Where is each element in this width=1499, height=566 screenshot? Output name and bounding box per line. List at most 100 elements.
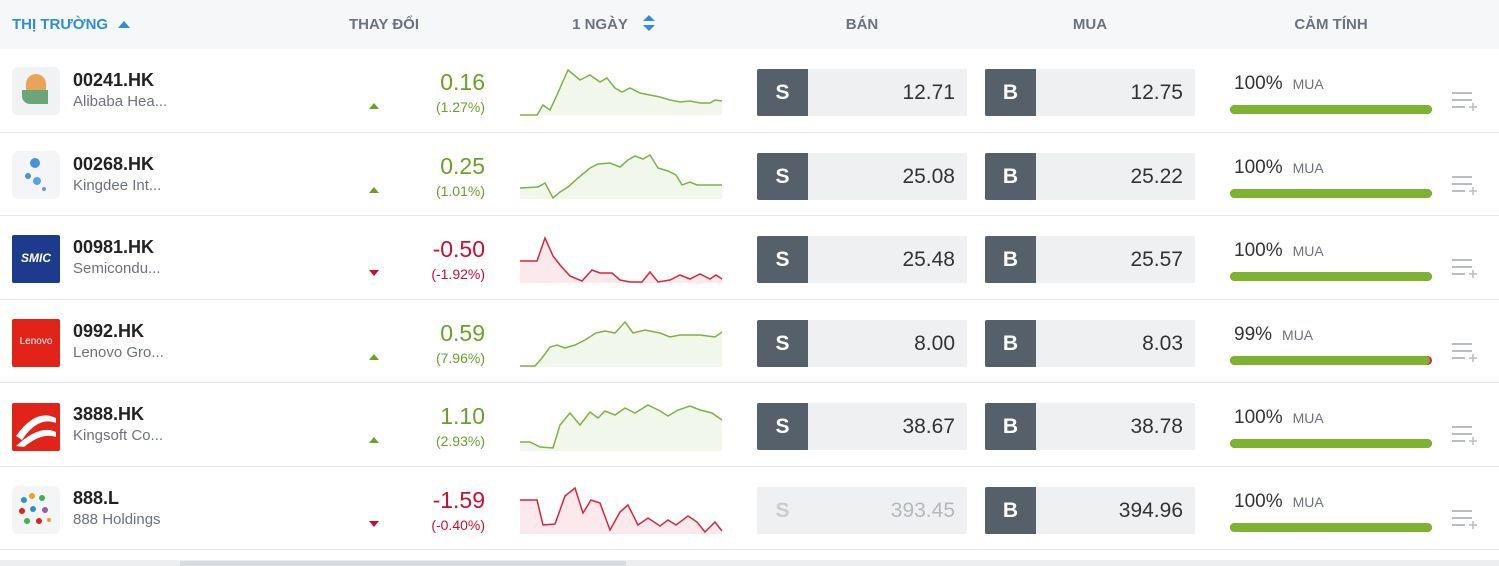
change-value: 0.25 (440, 152, 485, 179)
sentiment-label: MUA (1292, 493, 1324, 510)
sell-button[interactable]: S (757, 152, 808, 200)
menu-icon[interactable] (1452, 425, 1478, 445)
sell-price[interactable]: 25.48 (902, 248, 955, 271)
sentiment-value: 100% (1234, 156, 1283, 178)
buy-button[interactable]: B (985, 236, 1036, 283)
sentiment-label: MUA (1292, 76, 1324, 92)
change-arrow (369, 353, 379, 360)
instrument-name: Kingsoft Co... (73, 427, 164, 444)
menu-icon[interactable] (1452, 342, 1478, 362)
sell-button[interactable]: S (757, 403, 808, 450)
sentiment-value: 100% (1234, 490, 1283, 512)
sell-price: 393.45 (890, 498, 955, 522)
sell-button[interactable]: S (757, 69, 808, 116)
sell-price[interactable]: 8.00 (914, 331, 955, 355)
sentiment-bar (1230, 272, 1432, 281)
row-separator (0, 215, 1499, 216)
change-pct: (-0.40%) (431, 516, 485, 533)
sentiment-bar (1230, 355, 1430, 365)
sentiment-label: MUA (1282, 326, 1314, 343)
menu-glyph[interactable] (1452, 258, 1478, 278)
instrument-name: Semicondu... (73, 260, 161, 277)
symbol[interactable]: 00241.HK (73, 70, 155, 90)
sell-price[interactable]: 12.71 (902, 81, 955, 104)
menu-icon[interactable] (1452, 258, 1478, 278)
buy-price[interactable]: 8.03 (1142, 331, 1183, 355)
logos (12, 67, 60, 534)
buy-button[interactable]: B (985, 486, 1036, 534)
menu-glyph[interactable] (1452, 509, 1478, 529)
symbol[interactable]: 0992.HK (73, 320, 145, 341)
sentiment-label: MUA (1292, 159, 1324, 176)
scrollbar-thumb[interactable] (180, 561, 626, 566)
change-value: -1.59 (432, 486, 485, 513)
buy-price[interactable]: 394.96 (1118, 498, 1183, 522)
sparkline (520, 486, 723, 534)
menu-glyph[interactable] (1452, 342, 1478, 362)
sort-asc-icon[interactable] (118, 21, 130, 28)
buy-price[interactable]: 38.78 (1130, 415, 1183, 438)
sentiment-value: 100% (1234, 73, 1283, 94)
symbol[interactable]: 3888.HK (73, 404, 145, 424)
sentiment-label: MUA (1292, 243, 1324, 259)
change-pct: (1.27%) (435, 99, 485, 115)
buy-header: MUA (1072, 16, 1108, 33)
menu-icon[interactable] (1452, 175, 1478, 195)
buy-price[interactable]: 25.57 (1130, 248, 1183, 271)
buy-button[interactable]: B (985, 69, 1036, 116)
sparkline-area (520, 405, 722, 451)
sparkline (520, 235, 723, 283)
menu-glyph[interactable] (1452, 175, 1478, 195)
menu-glyph[interactable] (1452, 425, 1478, 445)
sparkline-area (520, 322, 722, 367)
symbol[interactable]: 888.L (73, 487, 120, 508)
sparkline-area (520, 70, 722, 115)
change-pct: (2.93%) (435, 433, 485, 449)
change-arrow (369, 437, 379, 443)
sentiment-bar (1230, 188, 1432, 198)
header-bar (0, 0, 1499, 49)
market-header[interactable]: THỊ TRƯỜNG (12, 16, 109, 33)
sell-price[interactable]: 25.08 (902, 164, 955, 188)
sparkline (520, 320, 723, 367)
sell-button[interactable]: S (757, 319, 808, 367)
buy-button[interactable]: B (985, 319, 1036, 367)
sentiment-value: 99% (1234, 323, 1273, 345)
sentiment-header[interactable]: CẢM TÍNH (1294, 16, 1368, 33)
instrument-name: Lenovo Gro... (73, 343, 164, 361)
symbol[interactable]: 00981.HK (73, 237, 155, 257)
change-pct: (7.96%) (435, 349, 485, 366)
change-value: 0.59 (440, 319, 485, 346)
sell-box (757, 486, 967, 534)
buy-price[interactable]: 25.22 (1130, 164, 1183, 188)
change-pct: (-1.92%) (431, 266, 485, 282)
sentiment-value: 100% (1234, 240, 1283, 261)
menu-icon[interactable] (1452, 91, 1478, 111)
sort-icon[interactable] (643, 15, 655, 31)
symbol[interactable]: 00268.HK (73, 153, 155, 174)
sell-button: S (775, 498, 790, 522)
sparkline-area (520, 238, 722, 283)
row-separator (0, 298, 1499, 300)
buy-button[interactable]: B (985, 403, 1036, 450)
logo-text: SMIC (21, 251, 51, 265)
sell-button[interactable]: S (757, 236, 808, 283)
change-header[interactable]: THAY ĐỔI (348, 16, 420, 33)
sentiment-value: 100% (1234, 407, 1283, 428)
buy-price[interactable]: 12.75 (1130, 81, 1183, 104)
change-value: -0.50 (432, 236, 485, 262)
change-arrow (369, 186, 379, 193)
period-header[interactable]: 1 NGÀY (572, 16, 628, 33)
sell-price[interactable]: 38.67 (902, 415, 955, 438)
row-separator (0, 549, 1499, 550)
change-value: 0.16 (440, 69, 485, 95)
sparkline (520, 404, 723, 449)
buy-button[interactable]: B (985, 152, 1036, 200)
sell-header: BÁN (845, 16, 879, 33)
instrument-name: 888 Holdings (73, 510, 161, 528)
menu-glyph[interactable] (1452, 91, 1478, 111)
menu-icon[interactable] (1452, 509, 1478, 529)
change-value: 1.10 (440, 403, 485, 429)
